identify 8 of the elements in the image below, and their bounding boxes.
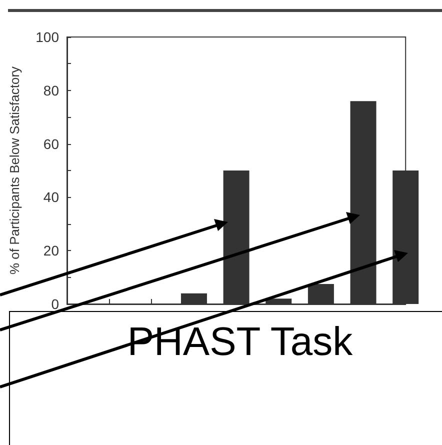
y-tick-label: 0 [51,296,60,312]
y-tick-label: 40 [43,189,60,206]
y-axis-title: % of Participants Below Satisfactory [7,66,22,275]
y-tick-label: 100 [36,29,60,45]
y-tick-label: 60 [43,136,60,152]
y-tick-label: 80 [43,82,60,98]
y-tick-label: 20 [43,242,60,259]
text: PHAST Task [126,320,354,365]
